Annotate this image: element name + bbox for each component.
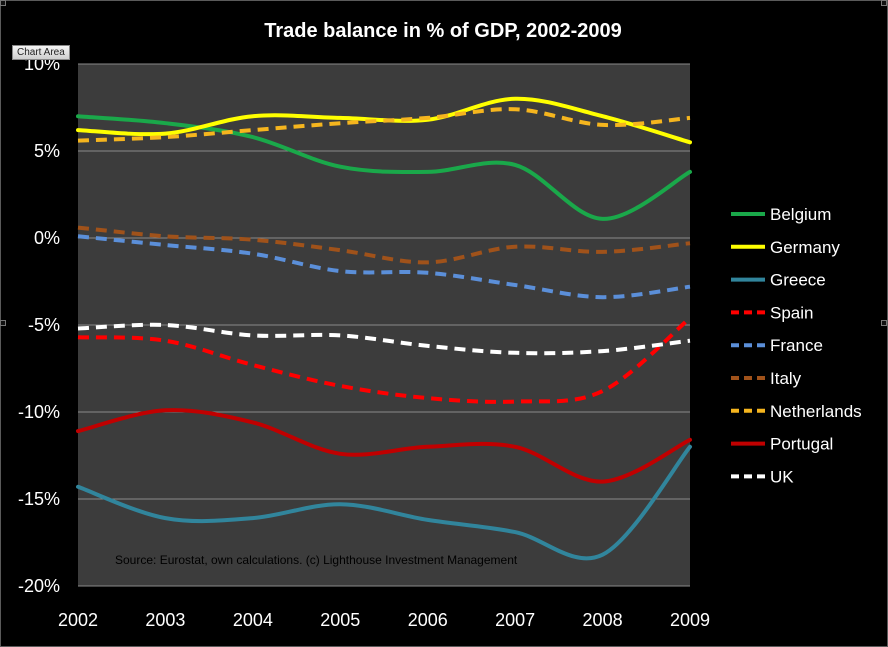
legend-label-france: France bbox=[770, 336, 823, 355]
series-line-belgium[interactable] bbox=[76, 114, 692, 221]
resize-handle-top-left[interactable] bbox=[0, 0, 6, 6]
series-line-portugal[interactable] bbox=[76, 408, 692, 484]
legend-label-uk: UK bbox=[770, 467, 794, 486]
chart-title: Trade balance in % of GDP, 2002-2009 bbox=[264, 20, 622, 42]
series-line-italy[interactable] bbox=[77, 225, 691, 265]
series-line-greece[interactable] bbox=[76, 444, 692, 561]
x-tick-label: 2009 bbox=[670, 610, 710, 630]
series-layer bbox=[76, 96, 692, 561]
y-tick-label: -10% bbox=[18, 402, 60, 422]
axis-layer: -20%-15%-10%-5%0%5%10%2002 2003 2004 2005 20… bbox=[18, 54, 710, 630]
y-tick-label: -20% bbox=[18, 576, 60, 596]
legend-label-spain: Spain bbox=[770, 303, 813, 322]
resize-handle-left[interactable] bbox=[0, 320, 6, 326]
y-tick-label: -5% bbox=[28, 315, 60, 335]
x-tick-label: 2002 bbox=[58, 610, 98, 630]
x-tick-label: 2006 bbox=[408, 610, 448, 630]
series-line-netherlands[interactable] bbox=[77, 107, 691, 143]
legend-label-portugal: Portugal bbox=[770, 435, 833, 454]
y-tick-label: 5% bbox=[34, 141, 60, 161]
legend-label-greece: Greece bbox=[770, 271, 826, 290]
series-line-uk[interactable] bbox=[77, 322, 691, 356]
legend: Belgium Germany Greece Spain France Italy Neth… bbox=[731, 205, 862, 486]
x-tick-label: 2005 bbox=[320, 610, 360, 630]
series-line-france[interactable] bbox=[77, 234, 691, 300]
resize-handle-right[interactable] bbox=[881, 320, 887, 326]
resize-handle-top-right[interactable] bbox=[881, 0, 887, 6]
x-tick-label: 2003 bbox=[145, 610, 185, 630]
x-tick-label: 2008 bbox=[583, 610, 623, 630]
legend-label-netherlands: Netherlands bbox=[770, 402, 862, 421]
legend-label-germany: Germany bbox=[770, 238, 840, 257]
legend-label-italy: Italy bbox=[770, 369, 802, 388]
x-tick-label: 2007 bbox=[495, 610, 535, 630]
legend-label-belgium: Belgium bbox=[770, 205, 831, 224]
source-annotation: Source: Eurostat, own calculations. (c) … bbox=[115, 553, 518, 567]
chart-area-tooltip: Chart Area bbox=[12, 45, 70, 60]
y-tick-label: -15% bbox=[18, 489, 60, 509]
x-tick-label: 2004 bbox=[233, 610, 273, 630]
y-tick-label: 0% bbox=[34, 228, 60, 248]
series-line-spain[interactable] bbox=[77, 316, 692, 404]
